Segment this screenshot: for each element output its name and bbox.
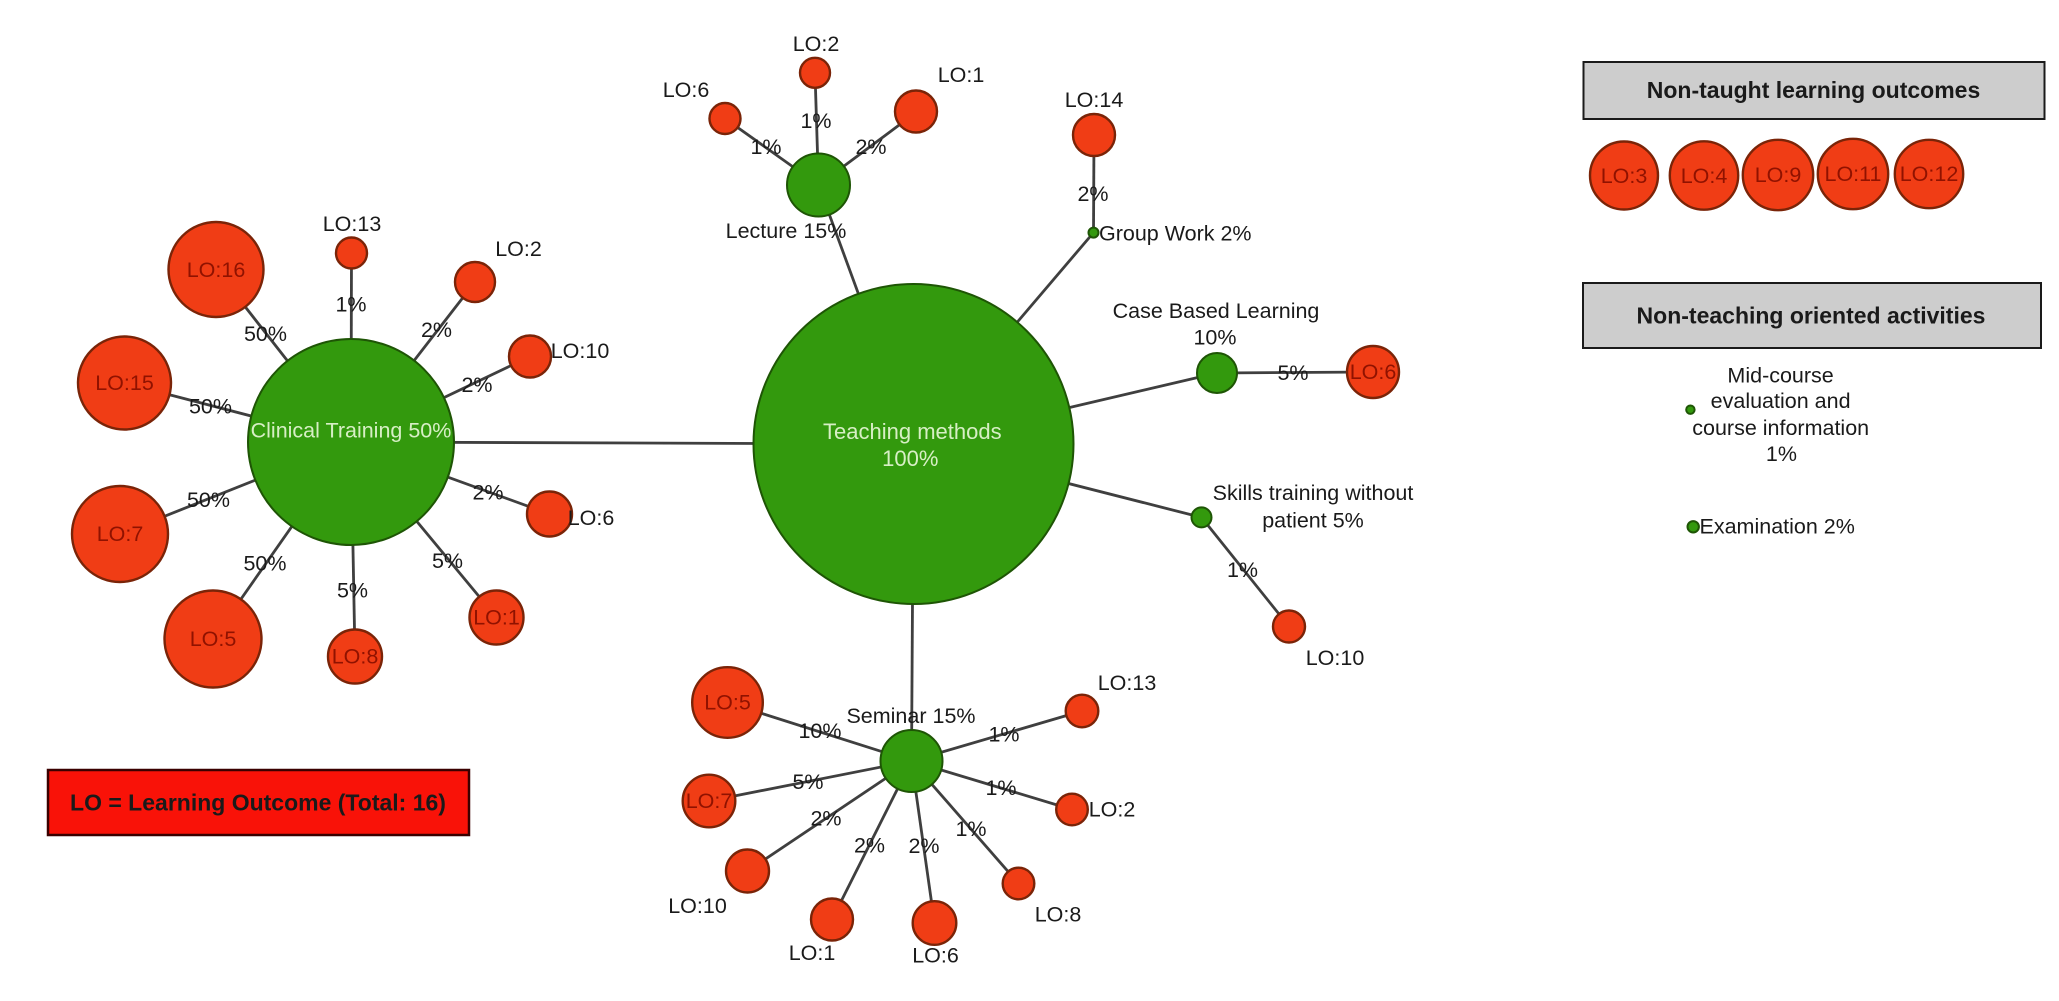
svg-text:LO:1: LO:1 bbox=[473, 606, 520, 630]
svg-text:LO:8: LO:8 bbox=[1035, 903, 1082, 927]
svg-text:2%: 2% bbox=[810, 807, 841, 831]
svg-text:Case Based Learning: Case Based Learning bbox=[1113, 299, 1320, 323]
svg-text:LO:1: LO:1 bbox=[938, 63, 985, 87]
svg-text:LO:2: LO:2 bbox=[1089, 798, 1136, 822]
svg-text:50%: 50% bbox=[187, 488, 230, 512]
svg-text:evaluation and: evaluation and bbox=[1711, 389, 1851, 413]
svg-text:LO:4: LO:4 bbox=[1681, 164, 1728, 188]
svg-text:LO:16: LO:16 bbox=[187, 258, 246, 282]
svg-text:LO:10: LO:10 bbox=[1306, 646, 1365, 670]
svg-text:LO = Learning Outcome (Total:: LO = Learning Outcome (Total: 16) bbox=[70, 790, 446, 816]
svg-text:LO:6: LO:6 bbox=[663, 78, 710, 102]
svg-text:course information: course information bbox=[1692, 416, 1869, 440]
svg-text:LO:15: LO:15 bbox=[95, 371, 154, 395]
svg-text:LO:14: LO:14 bbox=[1065, 88, 1124, 112]
svg-text:Seminar 15%: Seminar 15% bbox=[846, 704, 975, 728]
svg-text:LO:11: LO:11 bbox=[1825, 162, 1882, 186]
svg-text:Group Work 2%: Group Work 2% bbox=[1099, 222, 1252, 246]
svg-text:1%: 1% bbox=[335, 293, 366, 317]
svg-text:1%: 1% bbox=[955, 817, 986, 841]
svg-text:1%: 1% bbox=[985, 776, 1016, 800]
svg-text:1%: 1% bbox=[800, 109, 831, 133]
svg-text:10%: 10% bbox=[798, 719, 841, 743]
svg-text:LO:7: LO:7 bbox=[686, 789, 733, 813]
svg-text:1%: 1% bbox=[750, 135, 781, 159]
svg-text:Non-teaching oriented activiti: Non-teaching oriented activities bbox=[1637, 303, 1986, 329]
svg-text:Skills training without: Skills training without bbox=[1213, 481, 1414, 505]
svg-text:LO:5: LO:5 bbox=[704, 691, 751, 715]
svg-text:100%: 100% bbox=[882, 446, 938, 471]
svg-text:Teaching methods: Teaching methods bbox=[823, 419, 1002, 444]
svg-text:10%: 10% bbox=[1193, 326, 1236, 350]
svg-text:2%: 2% bbox=[472, 481, 503, 505]
svg-text:LO:2: LO:2 bbox=[495, 237, 542, 261]
svg-text:LO:5: LO:5 bbox=[190, 627, 237, 651]
svg-text:LO:1: LO:1 bbox=[789, 941, 836, 965]
svg-text:5%: 5% bbox=[337, 579, 368, 603]
svg-text:Clinical Training 50%: Clinical Training 50% bbox=[251, 419, 452, 443]
svg-text:50%: 50% bbox=[243, 552, 286, 576]
svg-text:LO:2: LO:2 bbox=[793, 32, 840, 56]
svg-text:2%: 2% bbox=[854, 834, 885, 858]
svg-text:LO:13: LO:13 bbox=[323, 212, 382, 236]
svg-text:LO:12: LO:12 bbox=[1900, 162, 1959, 186]
svg-text:LO:6: LO:6 bbox=[912, 944, 959, 968]
svg-text:2%: 2% bbox=[421, 318, 452, 342]
svg-text:5%: 5% bbox=[792, 770, 823, 794]
svg-text:LO:3: LO:3 bbox=[1601, 164, 1648, 188]
svg-text:LO:8: LO:8 bbox=[332, 645, 379, 669]
svg-text:Lecture 15%: Lecture 15% bbox=[726, 219, 847, 243]
svg-text:1%: 1% bbox=[1766, 442, 1797, 466]
svg-text:50%: 50% bbox=[244, 322, 287, 346]
svg-text:LO:6: LO:6 bbox=[568, 506, 615, 530]
svg-text:2%: 2% bbox=[908, 834, 939, 858]
svg-text:5%: 5% bbox=[432, 549, 463, 573]
svg-text:50%: 50% bbox=[189, 395, 232, 419]
svg-text:LO:10: LO:10 bbox=[551, 339, 610, 363]
svg-text:Non-taught learning outcomes: Non-taught learning outcomes bbox=[1647, 77, 1981, 103]
svg-text:LO:6: LO:6 bbox=[1350, 360, 1397, 384]
svg-text:2%: 2% bbox=[1077, 182, 1108, 206]
svg-text:LO:10: LO:10 bbox=[668, 894, 727, 918]
svg-text:LO:13: LO:13 bbox=[1098, 671, 1157, 695]
svg-text:1%: 1% bbox=[1227, 558, 1258, 582]
svg-text:2%: 2% bbox=[855, 135, 886, 159]
svg-text:5%: 5% bbox=[1277, 361, 1308, 385]
svg-text:Mid-course: Mid-course bbox=[1727, 363, 1833, 387]
svg-text:LO:9: LO:9 bbox=[1755, 163, 1802, 187]
svg-text:Examination 2%: Examination 2% bbox=[1700, 515, 1855, 539]
svg-text:1%: 1% bbox=[988, 723, 1019, 747]
svg-text:LO:7: LO:7 bbox=[97, 522, 144, 546]
svg-text:patient 5%: patient 5% bbox=[1262, 509, 1364, 533]
svg-text:2%: 2% bbox=[461, 373, 492, 397]
